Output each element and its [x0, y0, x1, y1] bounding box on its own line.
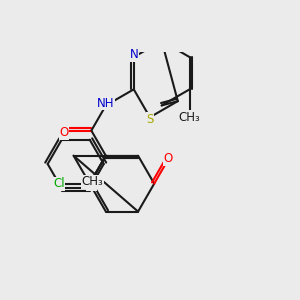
Text: S: S — [146, 113, 154, 126]
Text: CH₃: CH₃ — [179, 111, 200, 124]
Text: O: O — [163, 152, 172, 165]
Text: CH₃: CH₃ — [81, 175, 103, 188]
Text: NH: NH — [97, 97, 115, 110]
Text: N: N — [129, 48, 138, 62]
Text: Cl: Cl — [53, 177, 65, 190]
Text: O: O — [59, 126, 69, 139]
Text: O: O — [87, 177, 96, 190]
